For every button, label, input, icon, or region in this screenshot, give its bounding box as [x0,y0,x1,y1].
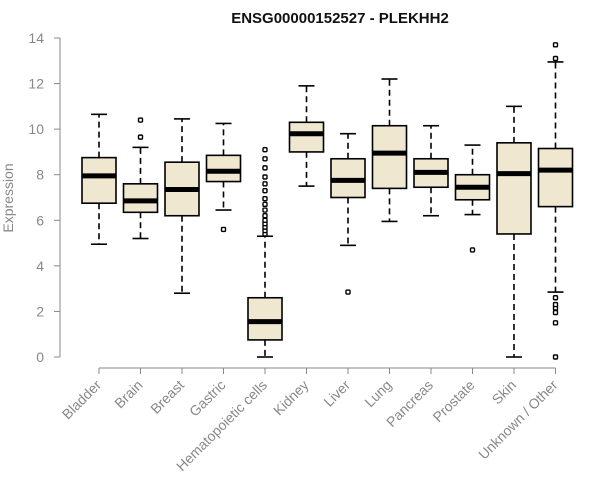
outlier-point [220,226,227,233]
iqr-box [81,156,117,204]
outlier-point [137,117,144,123]
y-tick-label: 8 [36,167,44,183]
outlier-point [552,42,559,48]
category-label: Kidney [270,377,312,419]
outlier-point [262,201,268,208]
box-group [330,132,366,295]
outlier-point [262,207,268,213]
boxes [81,42,574,360]
box-group [537,42,574,360]
iqr-box [537,147,574,208]
outlier-point [262,213,268,219]
chart-title: ENSG00000152527 - PLEKHH2 [231,10,449,27]
box-group [454,144,491,253]
iqr-box [205,154,242,183]
box-group [205,122,242,233]
outlier-point [262,146,268,153]
box-group [371,78,408,223]
outlier-point [469,247,476,253]
axes: 0 2 4 6 8 10 12 14 [28,30,556,374]
iqr-box [122,183,159,214]
y-tick-label: 0 [36,349,44,365]
outlier-point [262,165,268,171]
box-group [247,146,283,358]
box-group [496,105,532,358]
outlier-point [552,309,559,316]
box-group [122,117,159,240]
category-label: Lung [361,377,394,410]
outlier-point [262,187,268,194]
y-tick-label: 12 [28,76,44,92]
y-tick-label: 2 [36,303,44,319]
category-label: Unknown / Other [475,377,561,463]
outlier-point [345,289,351,295]
category-label: Prostate [429,377,477,425]
outlier-point [262,181,268,187]
box-group [81,113,117,246]
outlier-point [552,301,559,308]
outlier-point [552,320,559,326]
category-label: Breast [147,377,187,417]
box-group [288,85,325,187]
category-label: Bladder [59,377,105,423]
iqr-box [288,121,325,153]
iqr-box [247,296,283,341]
outlier-point [552,55,559,62]
category-label: Skin [489,377,520,408]
y-axis-title: Expression [0,163,16,232]
y-tick-label: 6 [36,212,44,228]
outlier-point [262,174,268,180]
y-tick-label: 14 [28,30,44,46]
box-group [413,124,449,217]
y-tick-label: 10 [28,121,44,137]
outlier-point [552,354,559,360]
box-group [164,118,200,295]
outlier-point [137,134,144,140]
iqr-box [496,142,532,235]
outlier-point [262,195,268,202]
outlier-point [262,217,268,223]
outlier-point [262,156,268,162]
iqr-box [371,124,408,190]
category-label: Brain [111,377,145,411]
category-label: Liver [320,377,353,410]
outlier-point [552,295,559,301]
y-tick-label: 4 [36,258,44,274]
